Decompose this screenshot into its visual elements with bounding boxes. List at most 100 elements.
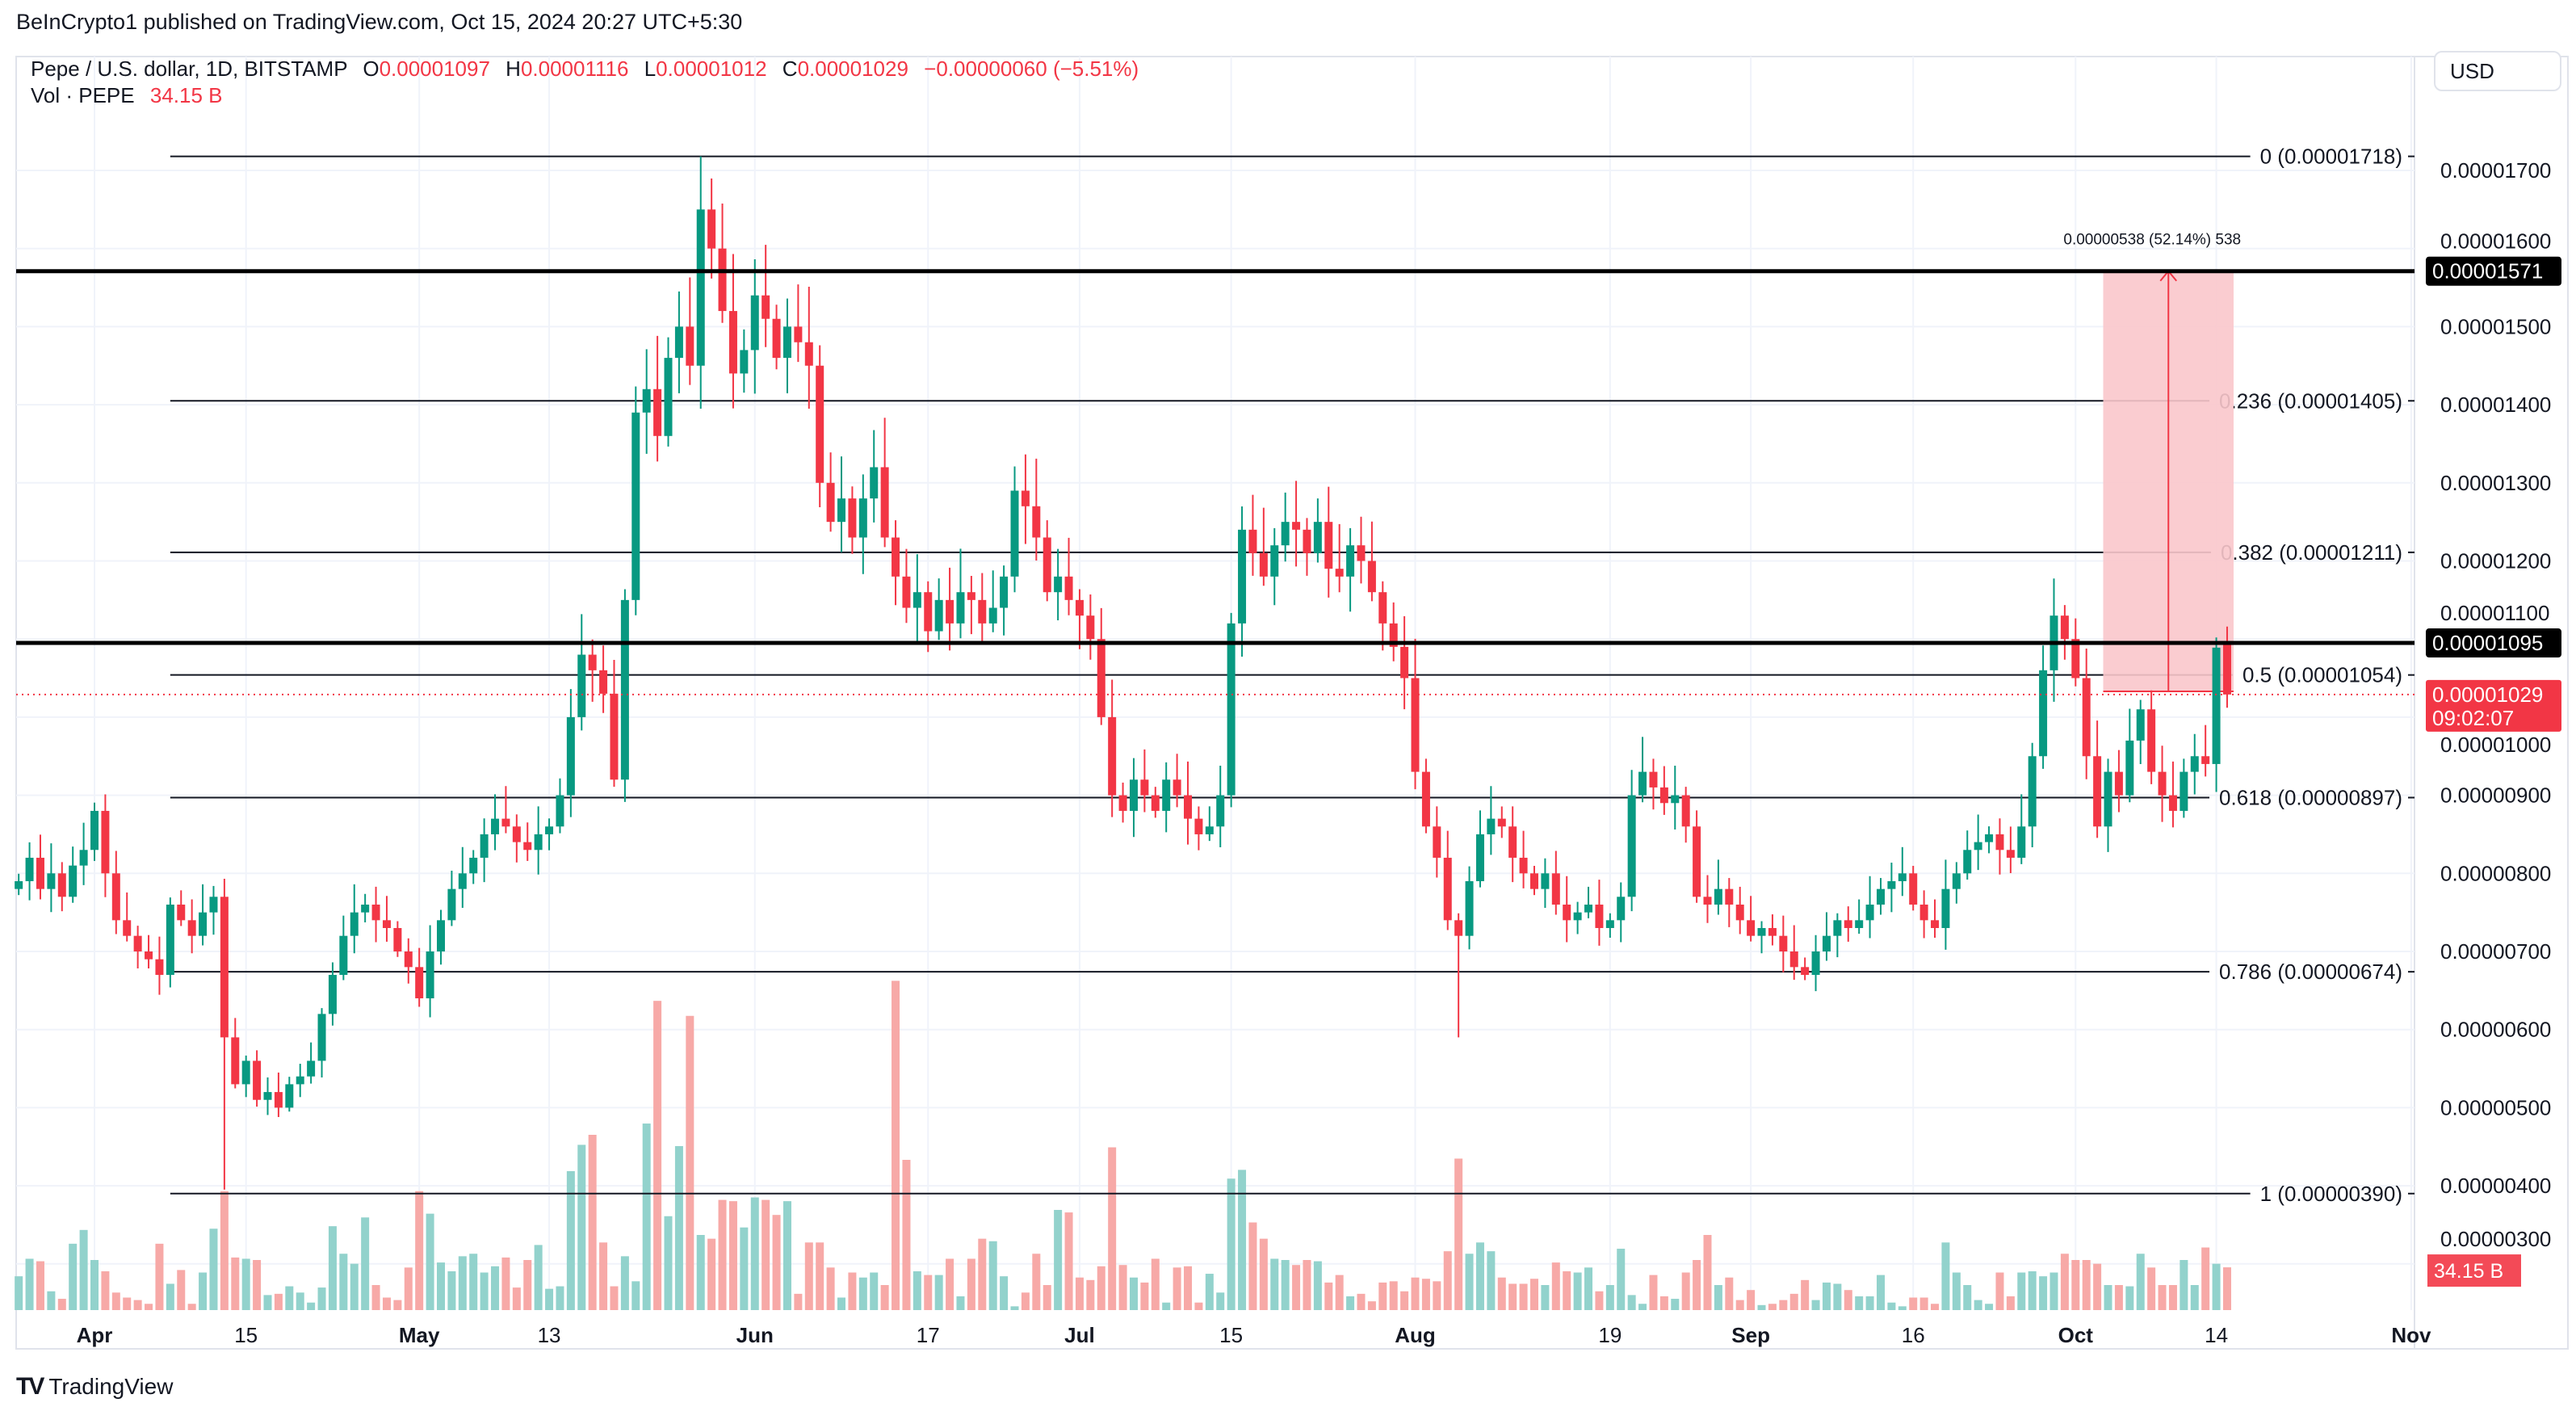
volume-bar [491, 1266, 500, 1310]
candle-body [1389, 623, 1398, 647]
candle-body [1487, 818, 1496, 834]
candle-body [1865, 904, 1874, 921]
volume-bars [15, 981, 2231, 1310]
volume-bar [2071, 1260, 2080, 1310]
chart-frame [15, 56, 2569, 1350]
candle-body [2158, 771, 2167, 796]
candle-body [913, 592, 921, 608]
volume-bar [740, 1227, 749, 1310]
price-range-label: 0.00000538 (52.14%) 538 [2063, 232, 2241, 249]
low-label: L [644, 57, 657, 81]
candle-body [674, 326, 683, 359]
candle-body [686, 326, 694, 366]
candle-body [491, 818, 500, 834]
volume-bar [1064, 1212, 1073, 1310]
volume-bar [782, 1201, 791, 1310]
volume-bar [1735, 1300, 1744, 1310]
candle-body [199, 912, 208, 936]
candle-body [588, 654, 597, 670]
time-axis-label: 15 [1219, 1323, 1243, 1347]
published-caption: BeInCrypto1 published on TradingView.com… [16, 10, 743, 34]
volume-bar [285, 1286, 294, 1310]
volume-bar [870, 1272, 879, 1310]
volume-bar [512, 1287, 521, 1310]
volume-bar [2201, 1247, 2210, 1310]
candle-body [79, 850, 88, 866]
tradingview-logo[interactable]: TV TradingView [16, 1373, 173, 1401]
candle-body [415, 967, 424, 999]
price-axis-label: 0.00001100 [2440, 601, 2549, 625]
candle-body [1313, 522, 1322, 553]
volume-bar [1129, 1277, 1138, 1310]
volume-bar [1681, 1272, 1690, 1310]
volume-bar [145, 1304, 153, 1310]
price-axis-label: 0.00001400 [2440, 393, 2551, 417]
volume-bar [1173, 1267, 1181, 1310]
candle-body [1779, 935, 1788, 951]
candle-body [1898, 873, 1907, 881]
candle-body [361, 904, 370, 913]
volume-bar [57, 1299, 66, 1310]
bar-countdown-text: 09:02:07 [2432, 706, 2514, 730]
time-axis-label: 16 [1902, 1323, 1925, 1347]
time-axis-label: Aug [1395, 1323, 1436, 1347]
candle-body [1303, 529, 1311, 553]
volume-bar [361, 1217, 370, 1310]
candle-body [1032, 506, 1041, 538]
candle-body [90, 810, 99, 850]
volume-label: Vol · PEPE [31, 83, 135, 107]
candle-body [1963, 850, 1972, 874]
candle-body [1259, 552, 1268, 577]
volume-bar [2104, 1285, 2112, 1310]
volume-bar [426, 1213, 434, 1310]
low-value: 0.00001012 [656, 57, 767, 81]
volume-bar [2028, 1270, 2037, 1310]
volume-bar [2006, 1296, 2015, 1310]
candle-body [263, 1092, 272, 1100]
time-axis-label: Oct [2058, 1323, 2094, 1347]
volume-bar [1985, 1304, 1994, 1310]
volume-bar [1411, 1277, 1420, 1310]
fib-level-label: 0.236 (0.00001405) [2219, 388, 2402, 413]
candle-body [1952, 873, 1961, 889]
volume-bar [1054, 1210, 1063, 1310]
volume-bar [1043, 1285, 1051, 1310]
volume-bar [1443, 1251, 1452, 1310]
candle-body [1822, 935, 1831, 951]
volume-bar [2049, 1272, 2058, 1310]
candle-body [241, 1060, 250, 1085]
volume-bar [674, 1145, 683, 1310]
candle-body [393, 927, 402, 951]
candle-body [902, 576, 911, 608]
volume-bar [642, 1124, 651, 1310]
candle-body [1118, 795, 1127, 811]
volume-bar [1151, 1258, 1160, 1310]
candle-body [1551, 873, 1560, 905]
candle-body [1931, 920, 1940, 928]
volume-bar [199, 1272, 208, 1310]
volume-bar [1010, 1306, 1019, 1310]
volume-bar [728, 1201, 737, 1310]
volume-bar [2158, 1285, 2167, 1310]
candle-body [426, 951, 434, 999]
candle-body [177, 904, 186, 921]
volume-bar [2060, 1254, 2069, 1310]
price-axis-label: 0.00000400 [2440, 1174, 2551, 1198]
candle-body [317, 1014, 326, 1061]
candle-body [610, 693, 619, 780]
volume-bar [1140, 1282, 1149, 1310]
candle-body [1995, 834, 2004, 850]
candle-body [1151, 795, 1160, 811]
volume-bar [1324, 1282, 1333, 1310]
currency-button[interactable]: USD [2434, 51, 2561, 91]
volume-bar [1227, 1178, 1236, 1310]
candle-body [436, 920, 445, 951]
candle-body [2093, 756, 2102, 827]
candle-body [707, 209, 716, 249]
volume-bar [1205, 1274, 1214, 1310]
volume-bar [880, 1285, 889, 1310]
volume-bar [1671, 1299, 1680, 1310]
volume-bar [1378, 1282, 1387, 1310]
candle-body [1162, 779, 1171, 811]
